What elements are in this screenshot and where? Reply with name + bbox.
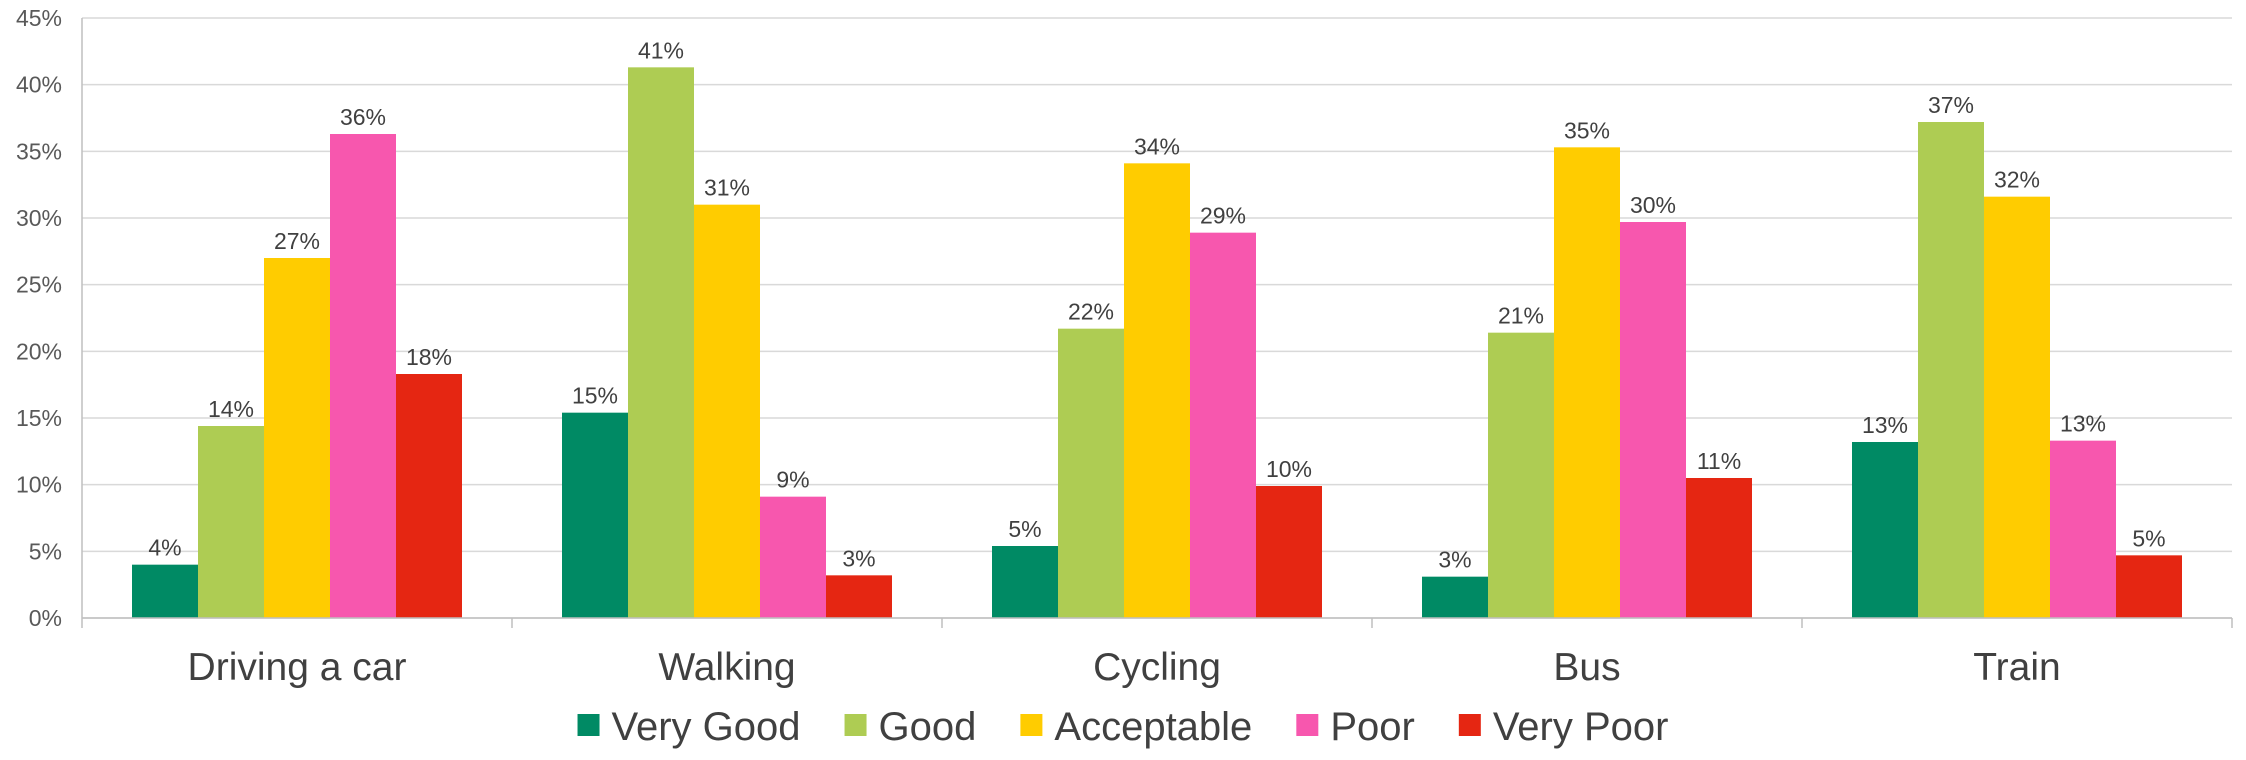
bar (1422, 576, 1488, 618)
bar (1554, 147, 1620, 619)
bar (992, 546, 1058, 618)
bar (1488, 332, 1554, 618)
bar (694, 204, 760, 618)
bar (1918, 122, 1984, 618)
y-tick-label: 40% (16, 72, 62, 98)
legend-swatch (1458, 714, 1481, 736)
bar (330, 134, 396, 618)
bar (1256, 486, 1322, 618)
data-label: 30% (1630, 192, 1676, 218)
data-label: 9% (776, 467, 809, 493)
legend-swatch (844, 714, 867, 736)
data-label: 3% (842, 545, 875, 571)
data-label: 41% (638, 37, 684, 63)
data-label: 32% (1994, 167, 2040, 193)
data-label: 27% (274, 228, 320, 254)
bar (1620, 222, 1686, 618)
x-axis: Driving a car Walking Cycling Bus Train (81, 617, 2233, 689)
legend-label: Very Good (612, 705, 801, 749)
bar (132, 564, 198, 618)
data-label: 36% (340, 104, 386, 130)
bar (1190, 232, 1256, 618)
bar (1058, 328, 1124, 618)
legend-swatch (1296, 714, 1319, 736)
data-label: 21% (1498, 303, 1544, 329)
bar (2050, 440, 2116, 618)
legend-swatch (577, 714, 600, 736)
data-label: 3% (1438, 547, 1471, 573)
bar (396, 374, 462, 618)
legend-label: Good (879, 705, 977, 749)
legend-label: Poor (1330, 705, 1415, 749)
y-tick-label: 15% (16, 405, 62, 431)
data-label: 22% (1068, 299, 1114, 325)
y-tick-label: 35% (16, 138, 62, 164)
y-axis: 0% 5% 10% 15% 20% 25% 30% 35% 40% 45% (16, 5, 83, 631)
x-category-label: Train (1973, 646, 2060, 689)
legend-label: Very Poor (1493, 705, 1669, 749)
bar (1124, 163, 1190, 619)
y-tick-label: 5% (29, 538, 62, 564)
data-label: 14% (208, 396, 254, 422)
bar (1852, 442, 1918, 618)
bars: 4% 14% 27% 36% 18% 15% 41% 31% 9% 3% 5% 22% 34% 29% 10… (132, 37, 2182, 619)
data-label: 18% (406, 344, 452, 370)
data-label: 11% (1697, 448, 1741, 474)
bar (826, 575, 892, 618)
x-category-label: Bus (1553, 646, 1620, 689)
data-label: 4% (148, 535, 181, 561)
data-label: 15% (572, 383, 618, 409)
data-label: 37% (1928, 92, 1974, 118)
bar (264, 258, 330, 618)
y-tick-label: 20% (16, 338, 62, 364)
legend-swatch (1020, 714, 1043, 736)
x-category-label: Driving a car (188, 646, 407, 689)
data-label: 10% (1266, 456, 1312, 482)
bar (562, 412, 628, 618)
data-label: 13% (2060, 411, 2106, 437)
bar (1686, 478, 1752, 618)
data-label: 29% (1200, 203, 1246, 229)
y-tick-label: 25% (16, 272, 62, 298)
y-tick-label: 0% (29, 605, 62, 631)
data-label: 13% (1862, 412, 1908, 438)
bar (760, 496, 826, 618)
bar (2116, 555, 2182, 618)
y-tick-label: 45% (16, 5, 62, 31)
x-category-label: Cycling (1093, 646, 1221, 689)
bar (1984, 196, 2050, 618)
legend-label: Acceptable (1054, 705, 1252, 749)
x-category-label: Walking (658, 646, 795, 689)
legend: Very Good Good Acceptable Poor Very Poor (577, 705, 1669, 749)
data-label: 35% (1564, 117, 1610, 143)
data-label: 5% (2132, 525, 2165, 551)
data-label: 31% (704, 175, 750, 201)
y-tick-label: 30% (16, 205, 62, 231)
bar (198, 426, 264, 618)
data-label: 34% (1134, 133, 1180, 159)
bar (628, 67, 694, 619)
y-tick-label: 10% (16, 472, 62, 498)
data-label: 5% (1008, 516, 1041, 542)
